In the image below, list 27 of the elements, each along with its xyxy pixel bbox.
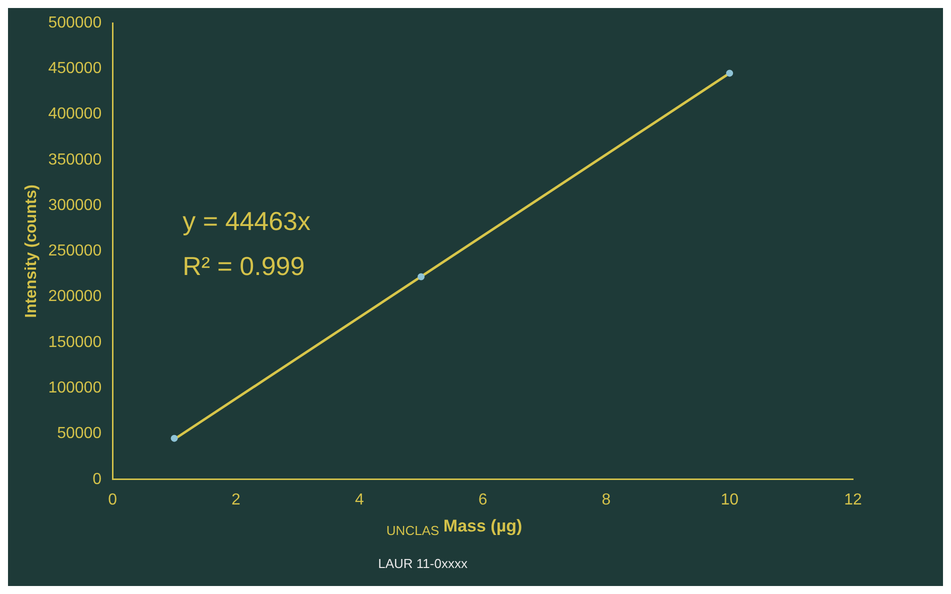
y-axis-title: Intensity (counts) xyxy=(23,184,40,318)
y-tick-label: 50000 xyxy=(57,425,102,442)
point xyxy=(726,70,734,77)
point xyxy=(418,273,425,280)
annotation: y = 44463x xyxy=(182,206,311,236)
y-tick-label: 250000 xyxy=(48,242,102,260)
y-tick-label: 300000 xyxy=(48,196,102,214)
x-axis-title: Mass (µg) xyxy=(443,516,522,536)
y-tick-label: 500000 xyxy=(48,14,102,32)
y-tick-label: 450000 xyxy=(48,60,102,78)
x-tick-label: 6 xyxy=(478,491,488,508)
x-tick-label: 10 xyxy=(720,491,739,508)
y-tick-label: 200000 xyxy=(48,288,102,306)
x-tick-label: 8 xyxy=(602,491,611,508)
text: LAUR 11-0xxxx xyxy=(378,556,468,571)
x-tick-label: 2 xyxy=(232,491,241,508)
x-tick-label: 4 xyxy=(354,491,364,508)
y-tick-label: 150000 xyxy=(48,334,102,351)
y-tick-label: 100000 xyxy=(48,380,102,397)
x-tick-label: 0 xyxy=(108,491,118,508)
annotation: R² = 0.999 xyxy=(182,251,305,282)
point xyxy=(170,434,178,442)
y-tick-label: 350000 xyxy=(48,151,102,168)
y-tick-label: 400000 xyxy=(48,106,102,123)
x-tick-label: 12 xyxy=(844,491,862,508)
text: UNCLAS xyxy=(386,522,440,538)
y-tick-label: 0 xyxy=(92,470,102,488)
